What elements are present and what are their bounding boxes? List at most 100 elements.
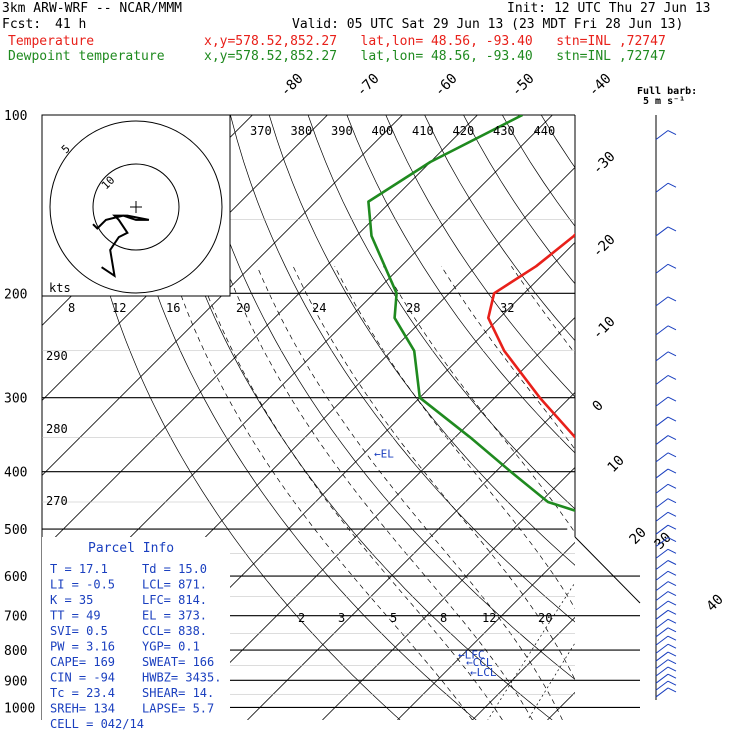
mixing-ratio-label: 5 xyxy=(390,611,397,625)
moist-adiabat xyxy=(383,266,575,534)
pressure-label: 700 xyxy=(4,610,27,625)
wind-barb xyxy=(667,263,677,269)
isotherm-label: 20 xyxy=(627,525,650,548)
wind-barb xyxy=(667,659,677,665)
wind-barb-units: 5 m s⁻¹ xyxy=(643,96,685,107)
wind-barb xyxy=(655,600,669,611)
wind-barb xyxy=(655,591,669,601)
pressure-label: 600 xyxy=(4,570,27,585)
model-title: 3km ARW-WRF -- NCAR/MMM xyxy=(2,1,183,16)
pressure-label: 500 xyxy=(4,523,27,538)
wind-barb xyxy=(667,435,677,441)
mixing-ratio-label: 2 xyxy=(298,611,305,625)
parcel-info-left: K = 35 xyxy=(50,593,93,607)
parcel-info-left: Tc = 23.4 xyxy=(50,686,115,700)
wind-barb xyxy=(655,560,669,570)
isotherm xyxy=(697,115,740,720)
wind-barb xyxy=(655,618,669,629)
isotherm-label: -20 xyxy=(590,232,619,261)
wind-barb xyxy=(667,416,677,422)
wind-barb-title: Full barb: xyxy=(637,86,697,97)
mixing-ratio-label: 3 xyxy=(338,611,345,625)
mixing-ratio-line xyxy=(487,581,575,720)
isotherm-label: -80 xyxy=(278,71,307,100)
wind-barb xyxy=(655,435,669,445)
mixing-ratio-line xyxy=(527,642,575,720)
temperature-legend: Temperature xyxy=(8,34,95,49)
dry-adiabat xyxy=(191,115,575,680)
theta-label: 290 xyxy=(46,349,68,363)
wind-barb xyxy=(655,325,669,336)
isotherm xyxy=(42,115,478,552)
temperature-location: x,y=578.52,852.27 lat,lon= 48.56, -93.40… xyxy=(204,34,666,49)
wind-barb xyxy=(655,627,669,638)
wind-barb xyxy=(667,325,677,331)
theta-label: 420 xyxy=(453,124,475,138)
isotherm-label: -40 xyxy=(586,71,615,100)
parcel-info-right: LFC= 814. xyxy=(142,593,207,607)
dry-adiabat xyxy=(424,115,575,342)
wind-barb xyxy=(667,351,677,357)
wind-barb xyxy=(655,375,669,385)
level-marker-lfc: ←LFC xyxy=(458,648,485,661)
pressure-label: 200 xyxy=(4,287,27,302)
wind-barb xyxy=(655,130,669,140)
wind-barb xyxy=(667,627,677,633)
wind-barb xyxy=(667,396,677,402)
mixing-ratio-label: 20 xyxy=(236,301,250,315)
level-marker-ccl: ←CCL xyxy=(466,656,493,669)
wind-barb xyxy=(667,581,677,587)
wind-barb xyxy=(655,452,669,463)
parcel-info-right: YGP= 0.1 xyxy=(142,640,200,654)
theta-label: 400 xyxy=(372,124,394,138)
dry-adiabat xyxy=(113,115,477,720)
parcel-info-left: CELL = 042/14 xyxy=(50,717,144,731)
mixing-ratio-label: 12 xyxy=(482,611,496,625)
moist-adiabat xyxy=(695,266,740,720)
forecast-label: Fcst: xyxy=(2,17,42,32)
theta-label: 440 xyxy=(534,124,556,138)
mixing-ratio-label: 16 xyxy=(166,301,180,315)
parcel-info-left: PW = 3.16 xyxy=(50,640,115,654)
wind-barb xyxy=(655,687,669,698)
mixing-ratio-line xyxy=(632,576,715,720)
dewpoint-legend: Dewpoint temperature xyxy=(8,49,165,64)
wind-barb xyxy=(655,263,669,274)
moist-adiabat xyxy=(170,266,473,720)
wind-barb xyxy=(655,351,669,362)
isotherm-label: 40 xyxy=(704,592,727,615)
wind-barb xyxy=(655,659,669,670)
parcel-info-right: Td = 15.0 xyxy=(142,562,207,576)
parcel-info-right: CCL= 838. xyxy=(142,624,207,638)
right-axis-lower xyxy=(574,536,641,604)
pressure-label: 300 xyxy=(4,392,27,407)
pressure-label: 100 xyxy=(4,109,27,124)
dry-adiabat xyxy=(580,115,740,720)
parcel-info-right: EL = 373. xyxy=(142,609,207,623)
dry-adiabat xyxy=(74,115,401,720)
wind-barb xyxy=(667,687,677,693)
parcel-info-title: Parcel Info xyxy=(88,541,174,556)
isotherm-label: -30 xyxy=(590,149,619,178)
mixing-ratio-line xyxy=(581,576,667,720)
dry-adiabat xyxy=(540,115,575,169)
isotherm xyxy=(247,391,575,720)
wind-barb xyxy=(667,673,677,679)
mixing-ratio-label: 20 xyxy=(538,611,552,625)
isotherm-label: -50 xyxy=(509,71,538,100)
isotherm xyxy=(172,316,575,720)
wind-barb xyxy=(655,609,669,620)
theta-label: 410 xyxy=(412,124,434,138)
wind-barb xyxy=(667,483,677,489)
wind-barb xyxy=(667,591,677,596)
wind-barb xyxy=(655,643,669,654)
isotherm xyxy=(397,541,575,720)
wind-barb xyxy=(655,666,669,677)
moist-adiabat xyxy=(292,266,575,681)
parcel-info-right: SWEAT= 166 xyxy=(142,655,214,669)
wind-barb xyxy=(655,581,669,592)
wind-barb xyxy=(667,560,677,565)
pressure-label: 1000 xyxy=(4,701,35,716)
wind-barb xyxy=(655,651,669,662)
